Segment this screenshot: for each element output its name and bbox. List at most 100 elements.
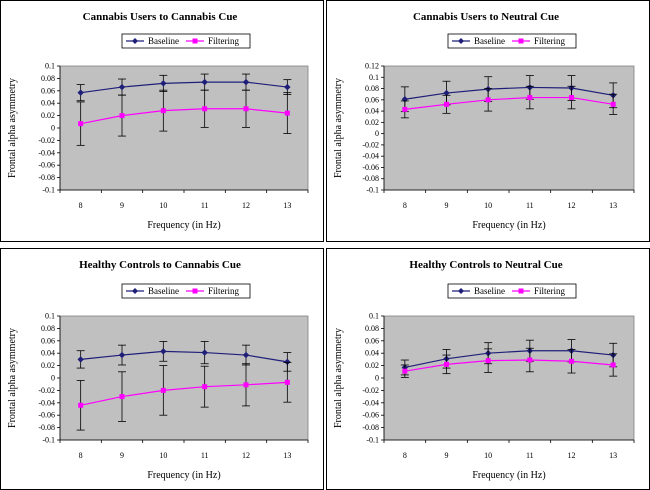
legend-label-filtering: Filtering (534, 36, 565, 46)
y-tick-label: -0.1 (366, 436, 379, 445)
x-tick-label: 10 (484, 201, 492, 210)
y-tick-label: 0.06 (41, 336, 55, 345)
x-axis-label: Frequency (in Hz) (147, 220, 220, 231)
data-point (119, 113, 125, 119)
data-point (402, 368, 408, 374)
x-tick-label: 11 (526, 451, 534, 460)
legend-label-baseline: Baseline (474, 286, 505, 296)
y-tick-label: 0.08 (41, 74, 55, 83)
chart-panel-1: Cannabis Users to Cannabis Cue Baseline Fi… (0, 0, 324, 242)
y-tick-label: -0.06 (38, 411, 55, 420)
legend-label-filtering: Filtering (208, 286, 239, 296)
data-point (485, 97, 491, 103)
y-tick-label: -0.04 (38, 398, 55, 407)
legend-marker-baseline (458, 288, 464, 294)
x-tick-label: 11 (201, 201, 209, 210)
data-point (242, 78, 250, 86)
y-tick-label: 0.1 (369, 312, 379, 321)
y-tick-label: 0.08 (365, 324, 379, 333)
data-point (444, 101, 449, 107)
y-tick-label: -0.02 (362, 386, 379, 395)
legend: Baseline Filtering (447, 283, 577, 299)
series-line (404, 86, 614, 100)
plot-area (59, 315, 309, 441)
y-tick-label: -0.06 (362, 163, 379, 172)
x-axis-label: Frequency (in Hz) (472, 220, 545, 231)
data-point (527, 95, 533, 101)
data-point (119, 394, 125, 400)
data-point (201, 78, 208, 86)
data-point (284, 110, 290, 116)
y-tick-label: 0.04 (365, 349, 379, 358)
y-tick-label: 0.04 (365, 107, 379, 116)
data-point (242, 351, 250, 359)
plot-area (383, 65, 635, 191)
data-point (160, 108, 166, 114)
data-point (527, 357, 533, 363)
x-tick-label: 11 (201, 451, 209, 460)
x-tick-label: 9 (445, 451, 449, 460)
series-filtering (76, 89, 292, 146)
legend-label-filtering: Filtering (534, 286, 565, 296)
data-point (444, 361, 449, 367)
y-tick-label: 0 (375, 374, 379, 383)
plot-area (383, 315, 635, 441)
series-line (404, 359, 614, 372)
legend-label-baseline: Baseline (148, 36, 179, 46)
y-tick-label: 0.02 (365, 361, 379, 370)
x-tick-label: 11 (526, 201, 534, 210)
chart-panel-4: Healthy Controls to Neutral Cue Baseline F… (326, 248, 650, 490)
x-tick-label: 13 (609, 201, 617, 210)
data-point (243, 106, 249, 112)
data-point (160, 80, 167, 87)
y-tick-label: -0.04 (362, 152, 379, 161)
y-tick-label: -0.08 (362, 174, 379, 183)
y-tick-label: 0 (51, 374, 55, 383)
y-tick-label: 0.06 (365, 95, 379, 104)
y-tick-label: 0.06 (41, 86, 55, 95)
y-tick-label: -0.02 (38, 386, 55, 395)
y-tick-label: 0.04 (41, 99, 55, 108)
chart-panel-3: Healthy Controls to Cannabis Cue Baseline… (0, 248, 324, 490)
x-tick-label: 8 (403, 201, 407, 210)
data-point (243, 382, 249, 388)
x-tick-label: 12 (568, 201, 576, 210)
y-tick-label: -0.1 (42, 186, 55, 195)
data-point (78, 121, 84, 127)
legend-marker-filtering (518, 288, 524, 294)
y-tick-label: 0 (375, 129, 379, 138)
y-tick-label: -0.08 (362, 423, 379, 432)
y-tick-label: -0.1 (366, 186, 379, 195)
y-tick-label: 0.1 (369, 73, 379, 82)
data-point (78, 402, 84, 408)
y-tick-label: -0.02 (362, 140, 379, 149)
data-point (610, 101, 616, 107)
legend-marker-baseline (132, 288, 138, 294)
data-point (202, 384, 208, 390)
y-axis-label: Frontal alpha asymmetry (333, 328, 344, 428)
x-tick-label: 8 (79, 451, 83, 460)
x-tick-label: 13 (609, 451, 617, 460)
y-tick-label: 0.1 (45, 312, 55, 321)
series-line (404, 350, 614, 369)
data-point (569, 95, 574, 101)
chart-title: Healthy Controls to Neutral Cue (409, 259, 562, 271)
data-point (160, 348, 167, 355)
y-tick-label: 0.06 (365, 336, 379, 345)
legend: Baseline Filtering (121, 33, 251, 49)
legend-label-baseline: Baseline (474, 36, 505, 46)
legend-label-filtering: Filtering (208, 36, 239, 46)
x-tick-label: 8 (79, 201, 83, 210)
series-filtering (400, 347, 618, 378)
x-tick-label: 10 (159, 201, 167, 210)
data-point (201, 349, 208, 356)
plot-area (59, 65, 309, 191)
data-point (77, 89, 84, 96)
y-tick-label: 0.02 (41, 361, 55, 370)
x-tick-label: 10 (484, 451, 492, 460)
y-tick-label: -0.06 (38, 161, 55, 170)
data-point (118, 351, 126, 359)
y-tick-label: -0.06 (362, 411, 379, 420)
y-tick-label: -0.04 (38, 148, 55, 157)
series-baseline (76, 341, 292, 372)
